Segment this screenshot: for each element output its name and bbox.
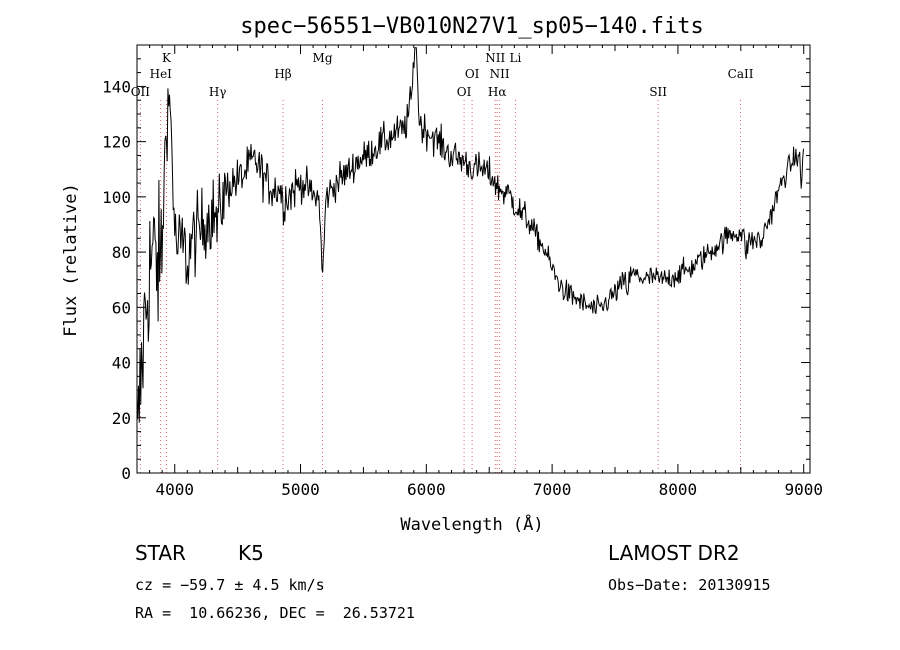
y-axis-ticks: 0 20 40 60 80 100 120 140: [102, 58, 810, 483]
x-axis-ticks: 4000 5000 6000 7000 8000 9000: [136, 45, 823, 499]
y-tick-label: 20: [112, 409, 131, 428]
spectrum-line: [136, 47, 804, 423]
x-tick-label: 9000: [784, 480, 823, 499]
line-label: HeI: [150, 67, 173, 81]
line-label: CaII: [728, 67, 754, 81]
object-class: STAR: [135, 541, 186, 565]
line-label: Hα: [488, 85, 507, 99]
line-label: OI: [465, 67, 480, 81]
x-tick-label: 6000: [407, 480, 446, 499]
plot-frame: [136, 44, 811, 474]
line-label: Li: [509, 51, 521, 65]
line-label: K: [162, 51, 172, 65]
chart-title: spec−56551−VB010N27V1_sp05−140.fits: [240, 14, 704, 39]
y-axis-label: Flux (relative): [61, 183, 81, 337]
y-tick-label: 100: [102, 188, 131, 207]
line-label: Mg: [313, 51, 333, 65]
line-label: OII: [131, 85, 151, 99]
y-tick-label: 80: [112, 243, 131, 262]
redshift-cz: cz = −59.7 ± 4.5 km/s: [135, 576, 325, 594]
y-tick-label: 140: [102, 77, 131, 96]
y-tick-label: 120: [102, 133, 131, 152]
line-label: OI: [457, 85, 472, 99]
line-label: Hγ: [209, 85, 227, 99]
x-tick-label: 8000: [659, 480, 698, 499]
object-subclass: K5: [238, 541, 264, 565]
y-tick-label: 0: [121, 464, 131, 483]
line-labels: OII K HeI Hγ Hβ Mg OI OI NII NII Hα Li SII CaII: [131, 51, 754, 99]
survey-name: LAMOST DR2: [608, 541, 740, 565]
line-label: NII: [485, 51, 505, 65]
x-axis-label: Wavelength (Å): [400, 513, 543, 535]
line-label: NII: [490, 67, 510, 81]
line-label: Hβ: [274, 67, 291, 81]
line-markers: [139, 100, 742, 473]
x-tick-label: 5000: [281, 480, 320, 499]
coordinates: RA = 10.66236, DEC = 26.53721: [135, 604, 415, 622]
line-label: SII: [649, 85, 667, 99]
y-tick-label: 60: [112, 298, 131, 317]
y-tick-label: 40: [112, 354, 131, 373]
x-tick-label: 4000: [155, 480, 194, 499]
x-tick-label: 7000: [533, 480, 572, 499]
observation-date: Obs−Date: 20130915: [608, 576, 771, 594]
